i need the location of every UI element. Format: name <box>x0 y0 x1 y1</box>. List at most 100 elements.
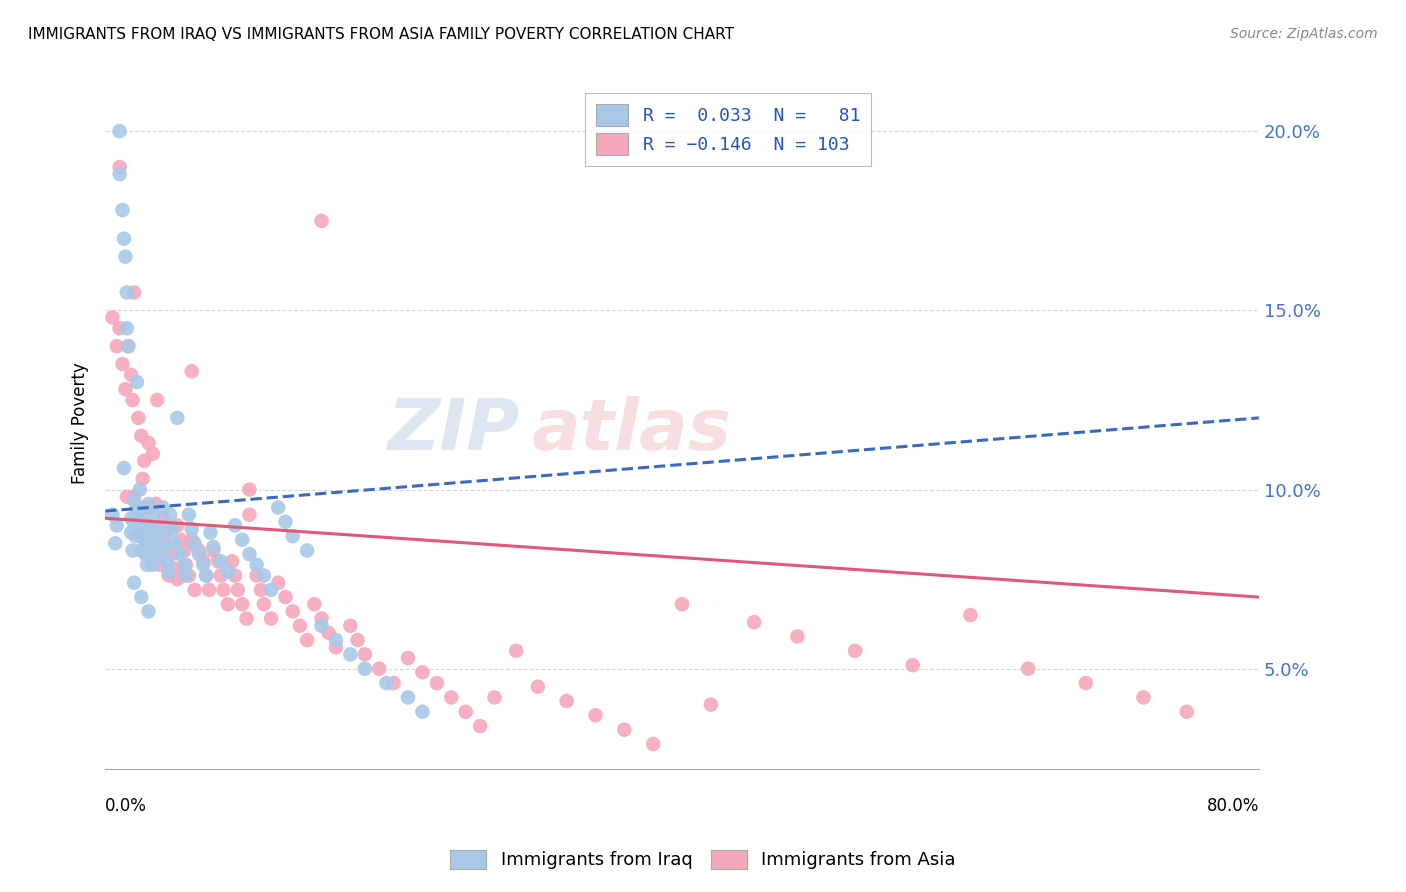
Point <box>155 525 177 540</box>
Point <box>149 558 172 572</box>
Point <box>339 619 361 633</box>
Point <box>138 436 160 450</box>
Point <box>180 522 202 536</box>
Point <box>180 533 202 547</box>
Point <box>138 518 160 533</box>
Point <box>112 232 135 246</box>
Point <box>209 568 232 582</box>
Point <box>468 719 491 733</box>
Point <box>139 533 162 547</box>
Point <box>166 410 188 425</box>
Point <box>138 536 160 550</box>
Point <box>260 611 283 625</box>
Point <box>135 536 157 550</box>
Point <box>426 676 449 690</box>
Point <box>180 364 202 378</box>
Point <box>202 543 225 558</box>
Point <box>177 508 200 522</box>
Point <box>131 472 153 486</box>
Point <box>274 590 297 604</box>
Text: 80.0%: 80.0% <box>1206 797 1258 814</box>
Legend: R =  0.033  N =   81, R = −0.146  N = 103: R = 0.033 N = 81, R = −0.146 N = 103 <box>585 94 872 166</box>
Point <box>125 375 148 389</box>
Point <box>141 518 163 533</box>
Point <box>346 633 368 648</box>
Point <box>901 658 924 673</box>
Point <box>187 547 209 561</box>
Point <box>120 525 142 540</box>
Point <box>129 529 152 543</box>
Point <box>134 454 156 468</box>
Point <box>120 368 142 382</box>
Point <box>112 461 135 475</box>
Point <box>141 547 163 561</box>
Point <box>125 511 148 525</box>
Point <box>311 611 333 625</box>
Point <box>250 582 273 597</box>
Point <box>295 633 318 648</box>
Point <box>177 568 200 582</box>
Text: Source: ZipAtlas.com: Source: ZipAtlas.com <box>1230 27 1378 41</box>
Point <box>267 575 290 590</box>
Point <box>111 202 134 217</box>
Point <box>959 607 981 622</box>
Point <box>138 604 160 618</box>
Text: IMMIGRANTS FROM IRAQ VS IMMIGRANTS FROM ASIA FAMILY POVERTY CORRELATION CHART: IMMIGRANTS FROM IRAQ VS IMMIGRANTS FROM … <box>28 27 734 42</box>
Point <box>454 705 477 719</box>
Point <box>120 511 142 525</box>
Point <box>440 690 463 705</box>
Point <box>267 500 290 515</box>
Point <box>135 547 157 561</box>
Point <box>295 543 318 558</box>
Point <box>136 558 159 572</box>
Point <box>368 662 391 676</box>
Legend: Immigrants from Iraq, Immigrants from Asia: Immigrants from Iraq, Immigrants from As… <box>441 841 965 879</box>
Point <box>115 285 138 300</box>
Point <box>311 619 333 633</box>
Point <box>129 543 152 558</box>
Point <box>505 644 527 658</box>
Point <box>122 285 145 300</box>
Point <box>198 582 221 597</box>
Point <box>195 568 218 582</box>
Point <box>671 597 693 611</box>
Point <box>156 554 179 568</box>
Point <box>108 124 131 138</box>
Point <box>134 522 156 536</box>
Point <box>166 572 188 586</box>
Point <box>145 497 167 511</box>
Point <box>159 508 181 522</box>
Point <box>163 561 186 575</box>
Point <box>1074 676 1097 690</box>
Point <box>200 525 222 540</box>
Point <box>224 518 246 533</box>
Point <box>207 554 229 568</box>
Point <box>195 568 218 582</box>
Point <box>169 533 191 547</box>
Point <box>217 597 239 611</box>
Text: ZIP: ZIP <box>388 396 520 465</box>
Point <box>173 543 195 558</box>
Point <box>105 339 128 353</box>
Point <box>318 626 340 640</box>
Point <box>104 536 127 550</box>
Point <box>146 392 169 407</box>
Point <box>235 611 257 625</box>
Point <box>226 582 249 597</box>
Point <box>375 676 398 690</box>
Point <box>122 575 145 590</box>
Point <box>325 633 347 648</box>
Point <box>169 547 191 561</box>
Point <box>253 597 276 611</box>
Text: atlas: atlas <box>531 396 731 465</box>
Point <box>163 536 186 550</box>
Point <box>121 392 143 407</box>
Point <box>143 508 166 522</box>
Point <box>135 500 157 515</box>
Point <box>101 310 124 325</box>
Point <box>160 547 183 561</box>
Point <box>145 522 167 536</box>
Point <box>246 558 269 572</box>
Point <box>155 540 177 554</box>
Point <box>142 558 165 572</box>
